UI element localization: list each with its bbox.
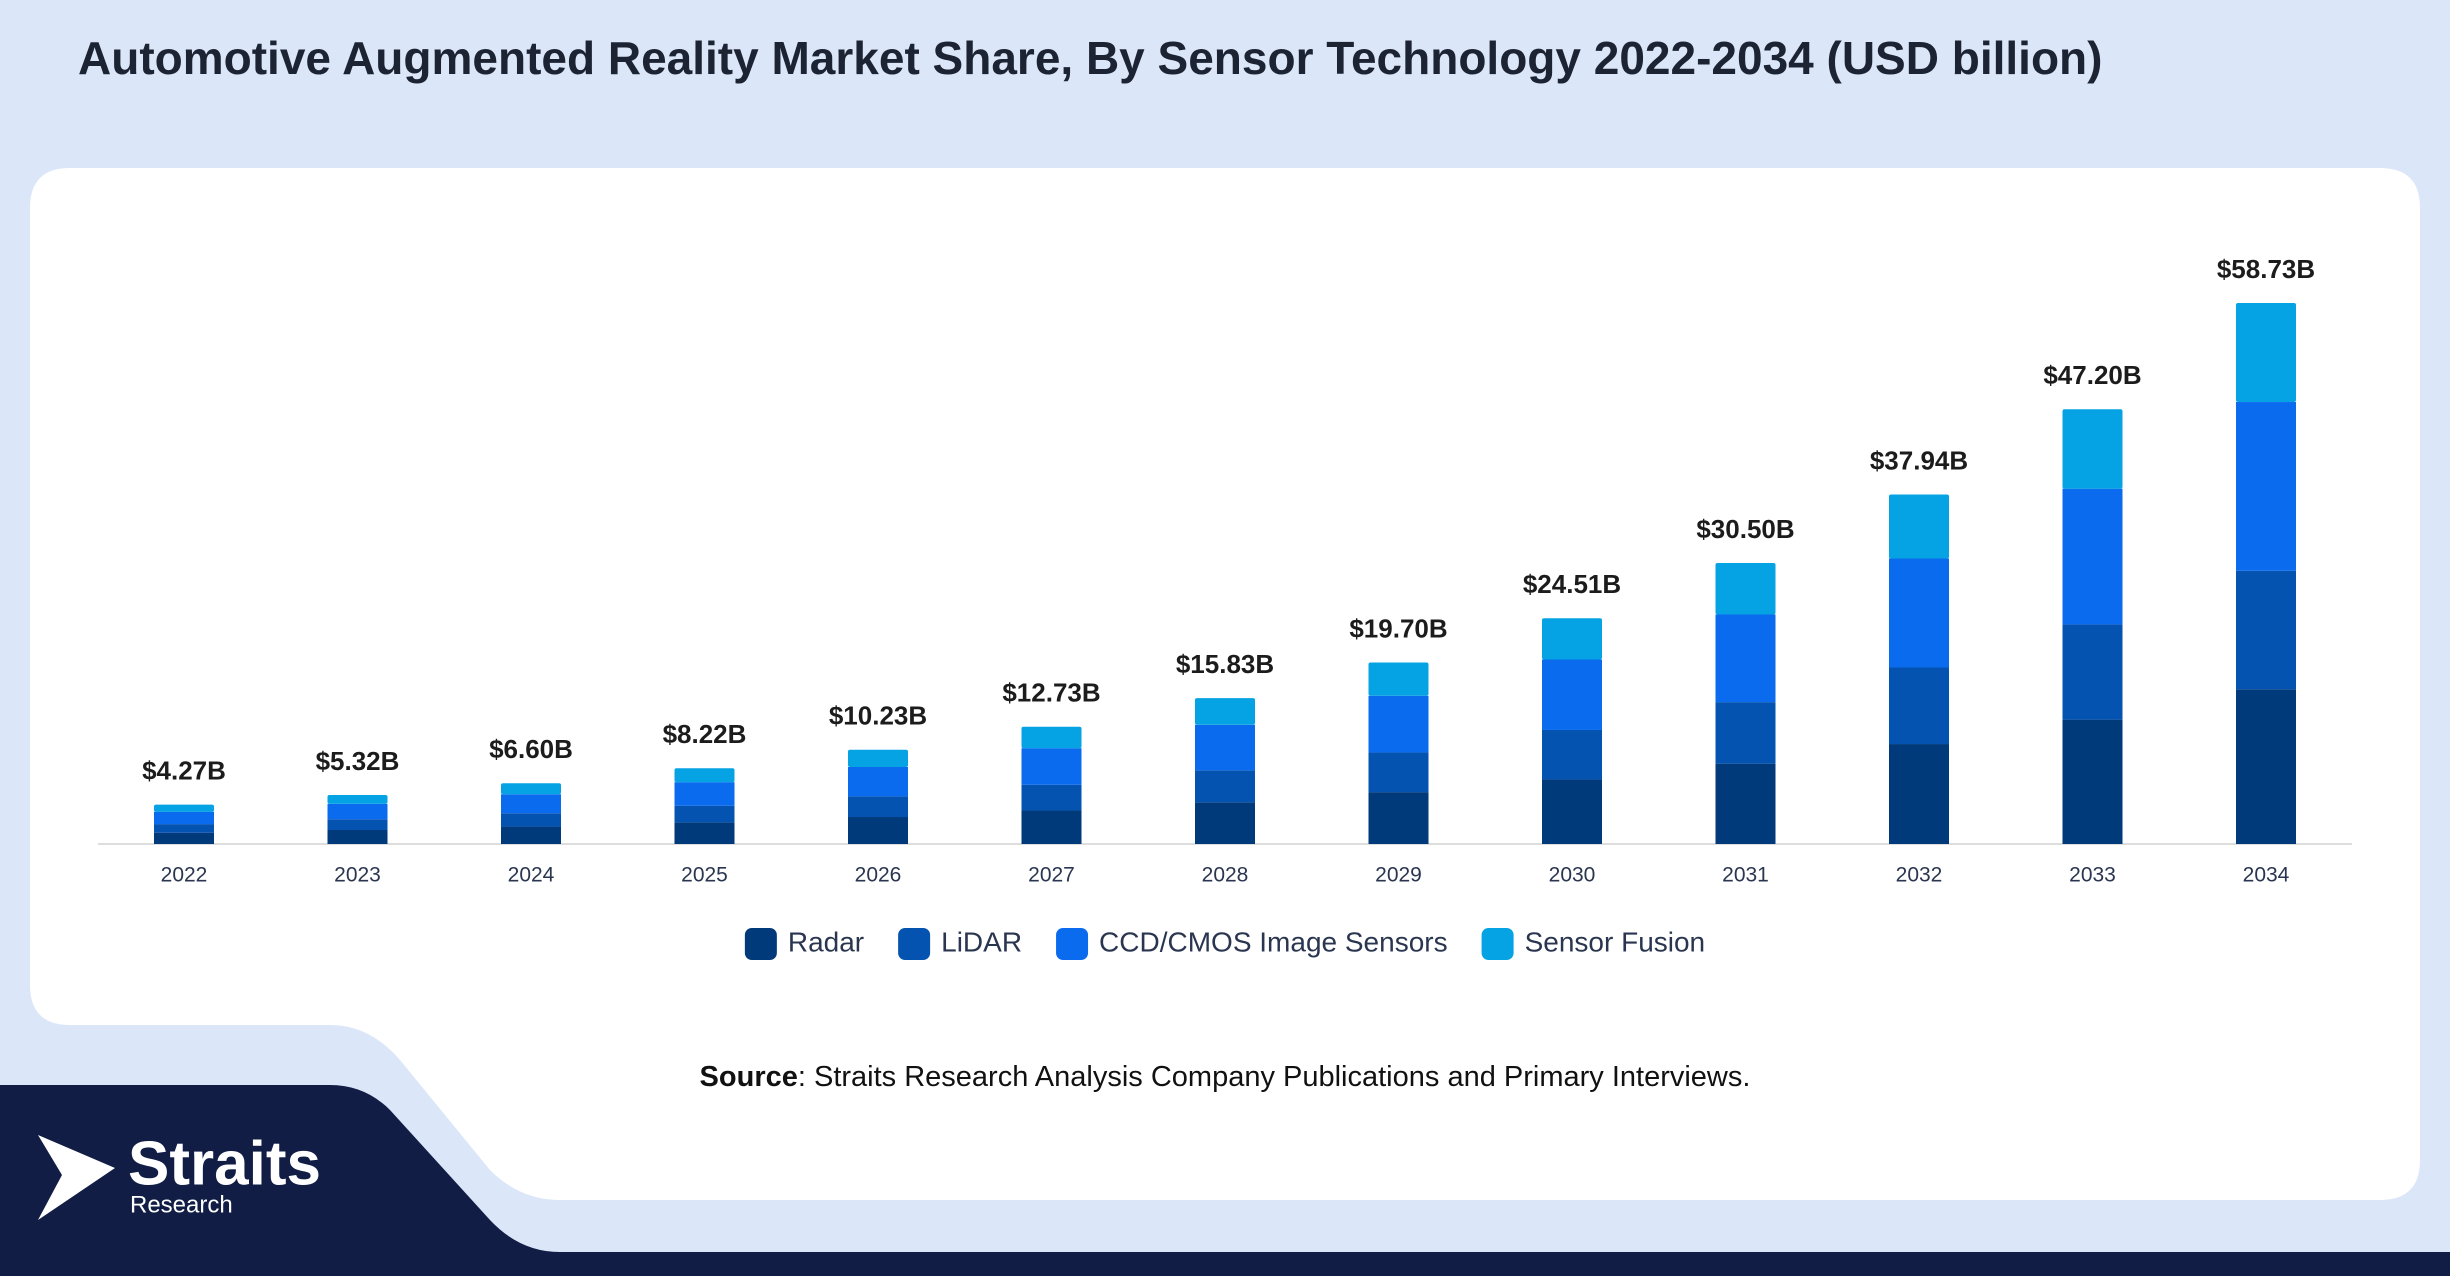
bar-segment xyxy=(674,822,735,844)
bar-segment xyxy=(2062,719,2123,844)
total-label: $24.51B xyxy=(1523,569,1621,599)
legend-label: CCD/CMOS Image Sensors xyxy=(1099,926,1448,957)
source-label: Source xyxy=(700,1061,798,1093)
x-tick-label: 2034 xyxy=(2243,864,2290,887)
x-tick-label: 2026 xyxy=(855,864,902,887)
bar-segment xyxy=(154,832,214,844)
x-tick-label: 2025 xyxy=(681,864,728,887)
bar-segment xyxy=(501,794,561,814)
bar-segment xyxy=(327,803,388,820)
logo-subtitle: Research xyxy=(130,1191,233,1218)
legend: Radar LiDAR CCD/CMOS Image Sensors Sensor F… xyxy=(744,926,1706,960)
total-label: $8.22B xyxy=(663,719,747,749)
x-tick-label: 2032 xyxy=(1896,864,1943,887)
bar-segment xyxy=(1195,802,1255,844)
bar-segment xyxy=(1542,618,1602,660)
bar-segment xyxy=(1542,779,1602,844)
total-label: $15.83B xyxy=(1176,649,1274,679)
bar-segment xyxy=(327,829,388,844)
total-label: $12.73B xyxy=(1002,678,1100,708)
bar-segment xyxy=(848,749,908,767)
bar-segment xyxy=(1715,702,1776,764)
bar-segment xyxy=(1889,667,1949,745)
total-label: $37.94B xyxy=(1870,445,1968,475)
bar-segment xyxy=(2236,570,2296,690)
bar-segment xyxy=(501,783,561,795)
bar-segment xyxy=(1715,563,1776,615)
bar-segment xyxy=(501,826,561,844)
bar-segment xyxy=(1889,558,1949,668)
bar-segment xyxy=(327,819,388,830)
logo-name: Straits xyxy=(128,1129,321,1198)
bar-segment xyxy=(674,782,735,806)
bar-segment xyxy=(1195,770,1255,803)
logo-icon xyxy=(38,1135,115,1220)
bar-segment xyxy=(154,824,214,833)
bar-segment xyxy=(674,805,735,823)
bar-segment xyxy=(1195,724,1255,771)
bar-segment xyxy=(674,768,735,783)
total-label: $30.50B xyxy=(1696,514,1794,544)
bar-segment xyxy=(1021,748,1082,785)
bar-segment xyxy=(1889,744,1949,844)
bar-segment xyxy=(154,811,214,825)
x-tick-label: 2022 xyxy=(161,864,208,887)
bar-segment xyxy=(154,804,214,812)
total-label: $19.70B xyxy=(1349,613,1447,643)
bar-segment xyxy=(1368,752,1429,793)
bar-segment xyxy=(2236,689,2296,844)
bar-segment xyxy=(848,817,908,844)
bar-segment xyxy=(1715,763,1776,844)
legend-swatch xyxy=(1056,928,1089,960)
bar-segment xyxy=(1542,729,1602,780)
bar-segment xyxy=(327,794,388,804)
x-tick-label: 2023 xyxy=(334,864,381,887)
x-tick-label: 2027 xyxy=(1028,864,1075,887)
bar-segment xyxy=(848,766,908,797)
total-label: $4.27B xyxy=(142,756,226,786)
total-label: $58.73B xyxy=(2217,254,2315,284)
bar-segment xyxy=(1368,695,1429,753)
bar-segment xyxy=(1368,792,1429,844)
bar-segment xyxy=(2062,624,2123,720)
card xyxy=(30,168,2420,1200)
legend-label: Radar xyxy=(788,926,864,957)
bar-segment xyxy=(2062,488,2123,625)
source: Source: Straits Research Analysis Compan… xyxy=(700,1061,1751,1093)
bar-segment xyxy=(2236,303,2296,403)
source-text: : Straits Research Analysis Company Publ… xyxy=(798,1061,1751,1093)
x-tick-label: 2024 xyxy=(508,864,555,887)
bar-segment xyxy=(501,813,561,827)
legend-swatch xyxy=(1481,928,1514,960)
chart-title: Automotive Augmented Reality Market Shar… xyxy=(78,32,2102,84)
x-tick-label: 2030 xyxy=(1549,864,1596,887)
x-tick-label: 2033 xyxy=(2069,864,2116,887)
legend-label: LiDAR xyxy=(941,926,1022,957)
bar-segment xyxy=(1542,659,1602,730)
total-label: $6.60B xyxy=(489,734,573,764)
legend-swatch xyxy=(898,928,931,960)
x-tick-label: 2029 xyxy=(1375,864,1422,887)
bar-segment xyxy=(1021,784,1082,811)
legend-swatch xyxy=(744,928,777,960)
x-tick-label: 2028 xyxy=(1202,864,1249,887)
x-tick-label: 2031 xyxy=(1722,864,1769,887)
bar-segment xyxy=(1368,662,1429,696)
bar-segment xyxy=(1021,726,1082,749)
bar-segment xyxy=(2062,409,2123,489)
bar-segment xyxy=(1889,494,1949,559)
bar-segment xyxy=(2236,402,2296,571)
bar-segment xyxy=(1021,810,1082,844)
bar-segment xyxy=(1195,698,1255,725)
legend-label: Sensor Fusion xyxy=(1525,926,1706,957)
total-label: $47.20B xyxy=(2043,360,2141,390)
total-label: $10.23B xyxy=(829,701,927,731)
total-label: $5.32B xyxy=(316,746,400,776)
footer-band xyxy=(0,1085,2450,1276)
bar-segment xyxy=(1715,614,1776,703)
bar-segment xyxy=(848,796,908,818)
